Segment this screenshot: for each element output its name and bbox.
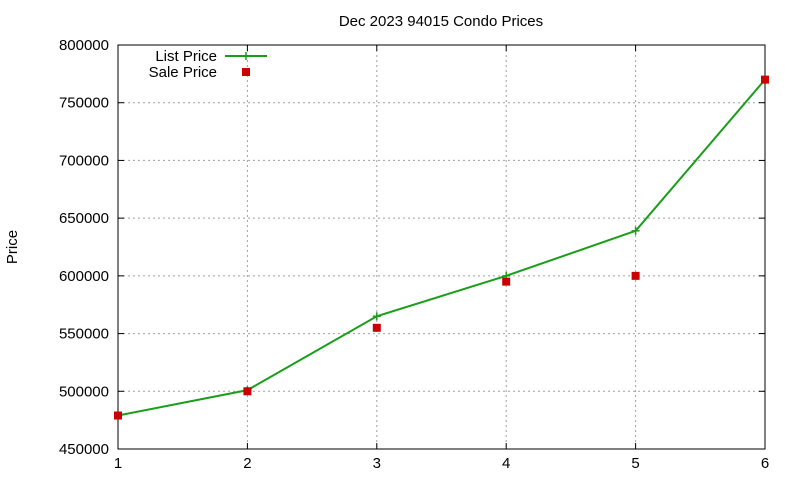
sale-price-point — [631, 271, 640, 280]
grid — [118, 45, 765, 449]
sale-price-point — [761, 75, 769, 84]
y-tick-label: 700000 — [59, 152, 109, 169]
y-tick-label: 450000 — [59, 441, 109, 458]
x-axis: 1 2 3 4 5 6 — [114, 45, 769, 472]
legend-label: List Price — [155, 48, 217, 65]
y-tick-label: 500000 — [59, 383, 109, 400]
x-tick-label: 4 — [502, 455, 510, 472]
sale-price-point — [372, 323, 381, 332]
y-tick-label: 550000 — [59, 326, 109, 343]
y-axis-title: Price — [4, 230, 21, 264]
legend-label: Sale Price — [149, 64, 217, 81]
x-tick-label: 2 — [243, 455, 251, 472]
series-layer — [114, 75, 769, 420]
x-tick-label: 1 — [114, 455, 122, 472]
x-tick-label: 3 — [373, 455, 381, 472]
series-sale-price — [114, 75, 769, 420]
sale-price-point — [243, 387, 252, 396]
x-tick-label: 5 — [631, 455, 639, 472]
legend-square-marker — [242, 68, 250, 76]
list-price-point — [631, 226, 640, 235]
list-price-point — [372, 312, 381, 321]
series-list-price — [114, 75, 769, 420]
y-axis: 450000 500000 550000 600000 650000 700000 7500… — [59, 37, 765, 458]
sale-price-point — [114, 411, 122, 420]
plot-frame — [117, 44, 766, 450]
sale-price-point — [502, 277, 511, 286]
chart-title: Dec 2023 94015 Condo Prices — [339, 13, 543, 30]
x-tick-label: 6 — [761, 455, 769, 472]
legend-plus-marker — [242, 52, 250, 60]
list-price-line — [117, 78, 766, 417]
y-tick-label: 750000 — [59, 95, 109, 112]
y-tick-label: 650000 — [59, 210, 109, 227]
y-tick-label: 600000 — [59, 268, 109, 285]
y-tick-label: 800000 — [59, 37, 109, 54]
